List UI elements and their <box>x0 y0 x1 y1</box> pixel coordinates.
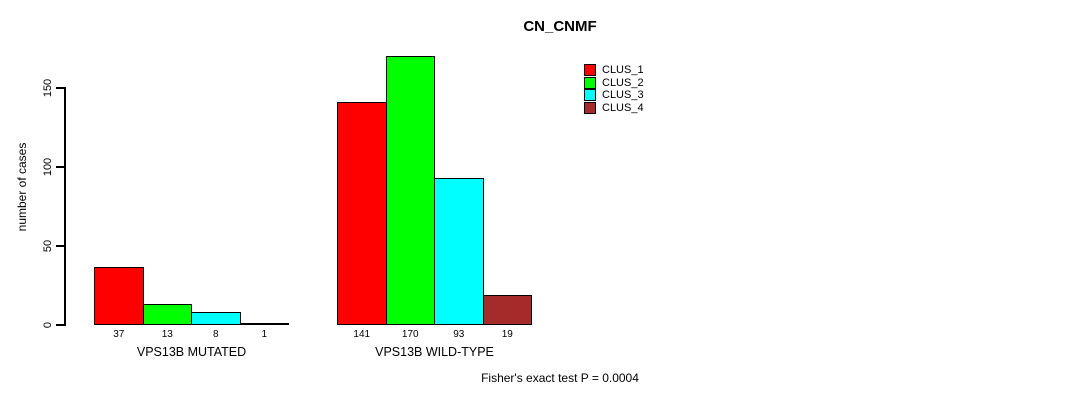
bar-clus_2-mutated <box>142 304 192 325</box>
bar-clus_1-wild-type <box>337 102 387 325</box>
legend-label: CLUS_4 <box>602 102 644 115</box>
bar-value-label: 141 <box>353 329 371 340</box>
y-axis-tick <box>56 87 64 89</box>
legend-swatch-icon <box>584 76 596 89</box>
legend-swatch-icon <box>584 89 596 102</box>
bar-clus_3-mutated <box>191 312 241 325</box>
bar-value-label: 8 <box>212 329 219 340</box>
legend-item-clus_1: CLUS_1 <box>584 64 644 77</box>
legend-swatch-icon <box>584 102 596 115</box>
group-label: VPS13B WILD-TYPE <box>375 345 494 359</box>
chart-title: CN_CNMF <box>523 18 597 35</box>
legend-label: CLUS_2 <box>602 76 644 89</box>
bar-value-label: 13 <box>161 329 173 340</box>
bar-value-label: 93 <box>453 329 465 340</box>
bar-clus_1-mutated <box>94 266 144 325</box>
y-axis-tick-label: 50 <box>42 239 54 253</box>
y-axis-line <box>64 87 66 326</box>
bar-value-label: 19 <box>501 329 513 340</box>
y-axis-tick-label: 0 <box>42 321 54 329</box>
bar-value-label: 1 <box>261 329 268 340</box>
bar-clus_3-wild-type <box>434 178 484 325</box>
legend-label: CLUS_1 <box>602 64 644 77</box>
bar-clus_4-mutated <box>239 322 289 325</box>
y-axis-tick <box>56 166 64 168</box>
y-axis-label: number of cases <box>15 142 29 232</box>
legend-swatch-icon <box>584 64 596 77</box>
legend-item-clus_2: CLUS_2 <box>584 76 644 90</box>
y-axis-tick <box>56 245 64 247</box>
y-axis-tick-label: 100 <box>42 157 54 177</box>
bar-value-label: 170 <box>401 329 419 340</box>
y-axis-tick-label: 150 <box>42 78 54 98</box>
bar-clus_4-wild-type <box>482 294 532 325</box>
caption: Fisher's exact test P = 0.0004 <box>481 371 639 385</box>
legend-label: CLUS_3 <box>602 89 644 102</box>
legend-item-clus_3: CLUS_3 <box>584 89 644 102</box>
legend: CLUS_1 CLUS_2 CLUS_3 CLUS_4 <box>584 64 644 115</box>
bar-clus_2-wild-type <box>385 56 435 325</box>
legend-item-clus_4: CLUS_4 <box>584 102 644 115</box>
bar-value-label: 37 <box>113 329 125 340</box>
group-label: VPS13B MUTATED <box>136 345 247 359</box>
y-axis-tick <box>56 324 64 326</box>
